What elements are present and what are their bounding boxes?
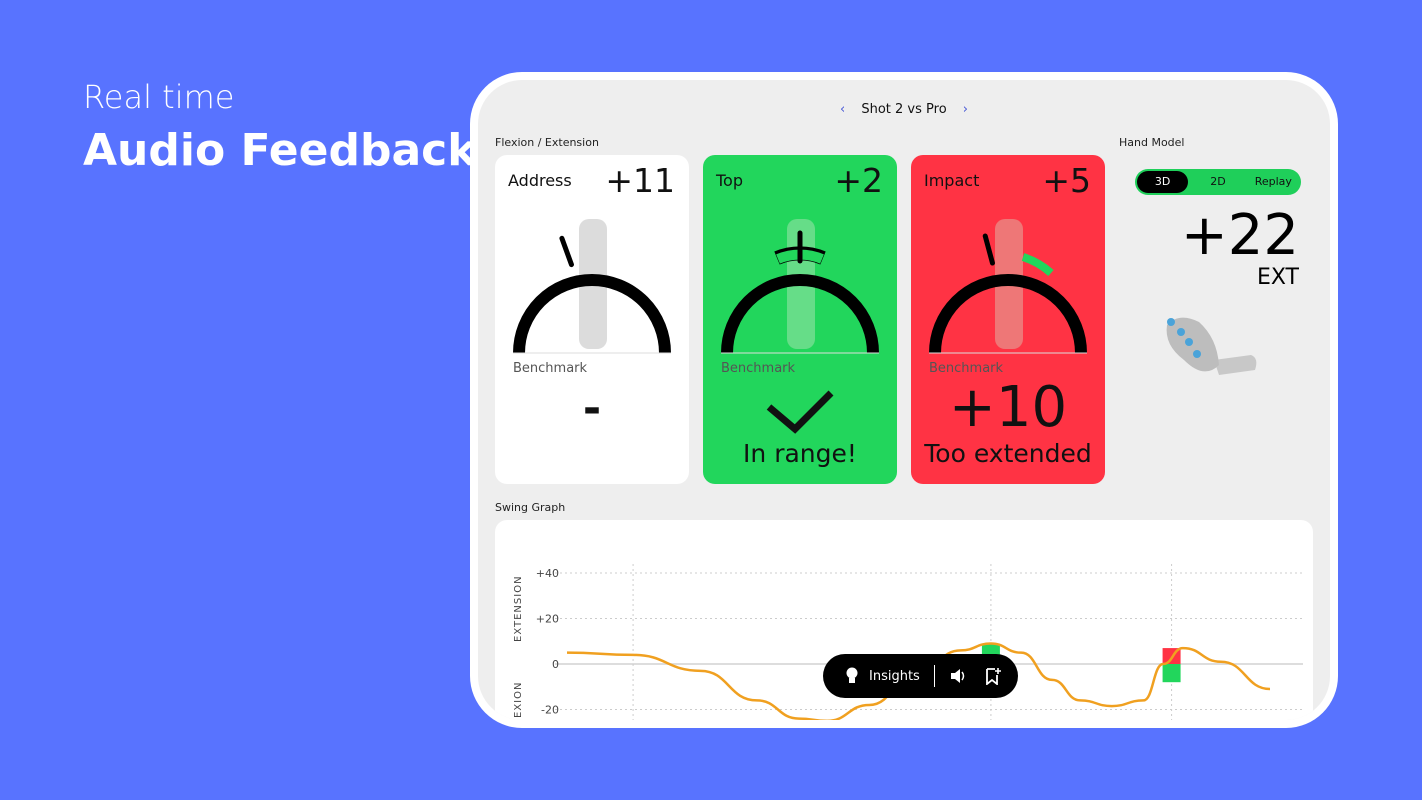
gauge-needle: [559, 235, 574, 268]
card-value: +5: [1042, 161, 1091, 200]
insights-toolbar: Insights: [823, 654, 1018, 698]
card-top[interactable]: Top +2 Benchmark In range!: [703, 155, 897, 484]
gauge: [721, 219, 879, 354]
result-text: In range!: [743, 439, 857, 468]
benchmark-value: +10: [948, 375, 1068, 440]
section-label-flexion: Flexion / Extension: [495, 136, 599, 149]
card-title: Impact: [924, 171, 980, 190]
card-value: +11: [605, 161, 675, 200]
benchmark-label: Benchmark: [929, 361, 1004, 376]
gauge: [513, 219, 671, 354]
hero-subtitle: Real time: [83, 78, 235, 116]
benchmark-bar: [1162, 664, 1181, 683]
hand-model-card: 3D 2D Replay +22 EXT: [1119, 155, 1313, 484]
y-label-flexion: EXION: [513, 682, 524, 718]
view-mode-toggle: 3D 2D Replay: [1135, 169, 1301, 195]
lightbulb-icon: [846, 667, 858, 683]
card-impact[interactable]: Impact +5 Benchmark +10 Too extended: [911, 155, 1105, 484]
swing-line: [566, 642, 1271, 720]
hand-value: +22: [1180, 203, 1299, 268]
section-label-graph: Swing Graph: [495, 501, 566, 514]
gauge-arc: [513, 274, 671, 354]
y-tick-label: 0: [552, 658, 559, 671]
card-value: +2: [834, 161, 883, 200]
card-title: Top: [716, 171, 743, 190]
benchmark-label: Benchmark: [721, 361, 796, 376]
benchmark-value: -: [582, 383, 602, 434]
swing-graph: +40 +20 0 -20 EXTENSION EXION Insights: [495, 520, 1313, 720]
gauge-needle: [982, 233, 995, 266]
toolbar-divider: [933, 665, 935, 687]
chevron-right-icon[interactable]: ›: [962, 102, 968, 117]
app-screen: ‹ Shot 2 vs Pro › Flexion / Extension Ha…: [478, 80, 1330, 720]
y-tick-label: +20: [536, 613, 559, 626]
chevron-left-icon[interactable]: ‹: [840, 102, 846, 117]
y-tick-label: -20: [541, 704, 559, 717]
y-tick-label: +40: [536, 567, 559, 580]
bookmark-add-icon[interactable]: [985, 667, 1001, 685]
hand-unit: EXT: [1256, 265, 1299, 290]
card-title: Address: [508, 171, 572, 190]
tab-replay[interactable]: Replay: [1254, 175, 1292, 188]
gauge-arc: [929, 274, 1087, 354]
gauge-arc: [721, 274, 879, 354]
shot-title: Shot 2 vs Pro: [861, 102, 947, 117]
insights-button[interactable]: Insights: [869, 668, 920, 684]
section-label-hand: Hand Model: [1119, 136, 1185, 149]
tab-3d[interactable]: 3D: [1137, 171, 1189, 193]
speaker-icon[interactable]: [949, 668, 967, 684]
shot-navigator: ‹ Shot 2 vs Pro ›: [478, 102, 1330, 117]
hero-title: Audio Feedback: [83, 125, 477, 176]
result-text: Too extended: [924, 439, 1092, 468]
hand-3d-model[interactable]: [1159, 310, 1269, 390]
check-icon: [766, 390, 834, 434]
benchmark-label: Benchmark: [513, 361, 588, 376]
card-address[interactable]: Address +11 Benchmark -: [495, 155, 689, 484]
tab-2d[interactable]: 2D: [1210, 175, 1226, 188]
gauge: [929, 219, 1087, 354]
y-label-extension: EXTENSION: [513, 575, 524, 642]
